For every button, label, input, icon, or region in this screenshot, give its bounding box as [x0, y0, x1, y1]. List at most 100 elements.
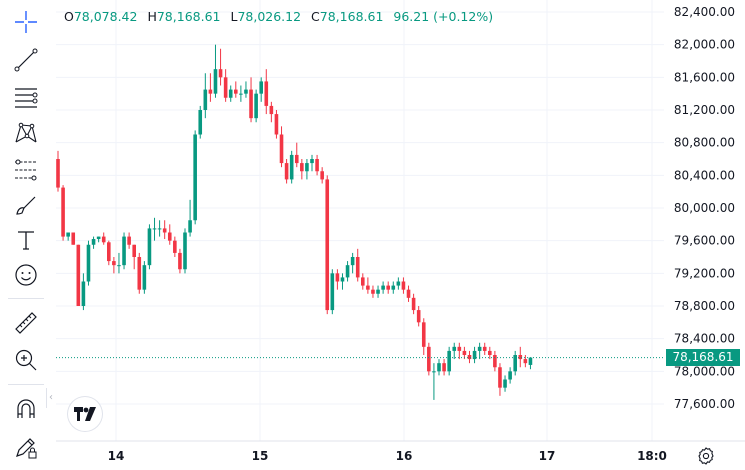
candle-body: [244, 89, 248, 94]
candle: [91, 236, 96, 249]
candle: [376, 285, 380, 298]
candle-body: [208, 89, 213, 94]
candle-body: [249, 89, 253, 119]
candle-body: [289, 154, 294, 180]
time-tick-label: 15: [252, 449, 269, 463]
emoji-tool[interactable]: [9, 260, 43, 290]
candle: [249, 77, 253, 123]
candle-body: [218, 69, 223, 78]
candle-body: [366, 285, 370, 290]
candle: [315, 154, 319, 176]
candle-body: [223, 77, 228, 98]
candle-body: [518, 355, 523, 360]
candle: [218, 48, 223, 86]
candle: [447, 346, 451, 376]
candle: [350, 252, 355, 274]
candle: [310, 154, 314, 172]
toolbar-separator: [8, 298, 44, 299]
candle-body: [477, 346, 482, 351]
candle: [274, 110, 279, 139]
lock-draw-tool[interactable]: [9, 432, 43, 462]
candle-body: [76, 244, 81, 306]
candle-body: [472, 350, 477, 360]
candle: [528, 357, 533, 370]
candle: [208, 73, 213, 102]
candle-body: [264, 81, 269, 106]
candle: [244, 81, 248, 98]
candle-body: [56, 159, 60, 188]
collapse-toolbar-chevron-icon[interactable]: ‹: [46, 388, 55, 408]
candle-body: [381, 285, 385, 290]
candle: [305, 159, 309, 180]
candle: [203, 73, 208, 119]
candle: [335, 269, 340, 290]
candle: [178, 248, 182, 274]
candle-body: [457, 346, 462, 351]
candle: [355, 248, 360, 282]
candle: [183, 228, 187, 274]
fib-tool[interactable]: [9, 155, 43, 185]
candle-body: [254, 93, 258, 119]
candle-body: [411, 297, 416, 311]
pattern-icon: [15, 122, 37, 143]
horizontal-lines-tool[interactable]: [9, 82, 43, 112]
candle-body: [437, 363, 441, 372]
candle: [239, 85, 243, 102]
candle: [371, 285, 375, 298]
candle: [66, 232, 70, 241]
candle: [498, 363, 502, 396]
magnet-tool[interactable]: [9, 394, 43, 424]
candle: [503, 375, 507, 392]
candle: [264, 69, 269, 115]
tradingview-logo[interactable]: [68, 397, 102, 431]
candle: [289, 150, 294, 184]
time-tick-label: 18:0: [637, 449, 667, 463]
candle-body: [81, 281, 86, 306]
candle: [457, 342, 462, 360]
candle-body: [122, 236, 126, 266]
candle-body: [234, 89, 238, 94]
candle-body: [183, 232, 187, 270]
time-tick-label: 17: [539, 449, 556, 463]
candle: [122, 232, 126, 270]
candle: [96, 236, 101, 243]
trend-line-tool[interactable]: [9, 45, 43, 75]
candle-body: [107, 242, 111, 262]
magnet-icon: [17, 399, 35, 418]
candle-body: [157, 228, 162, 230]
close-value: 78,168.61: [319, 9, 384, 24]
candle: [188, 199, 192, 237]
candle: [523, 355, 528, 368]
candle-body: [340, 277, 345, 282]
candle-body: [213, 69, 218, 94]
candle-body: [498, 367, 502, 388]
candle-body: [528, 357, 533, 365]
candle: [467, 350, 472, 364]
high-value: 78,168.61: [156, 9, 221, 24]
candle-body: [493, 355, 497, 368]
candle: [142, 261, 147, 294]
brush-tool[interactable]: [9, 190, 43, 220]
zoom-tool[interactable]: [9, 345, 43, 375]
candle: [427, 342, 431, 376]
candle-body: [167, 232, 172, 241]
candle: [56, 150, 60, 192]
candle-body: [335, 273, 340, 282]
text-tool[interactable]: [9, 225, 43, 255]
candle: [416, 306, 421, 327]
ruler-icon: [15, 312, 37, 334]
candle: [411, 293, 416, 315]
crosshair-tool[interactable]: [9, 7, 43, 37]
brush-icon: [16, 196, 36, 215]
candle-body: [147, 228, 152, 266]
ruler-tool[interactable]: [9, 308, 43, 338]
candle: [86, 240, 91, 286]
pattern-tool[interactable]: [9, 118, 43, 148]
candle-body: [279, 134, 284, 164]
candle-body: [152, 228, 157, 230]
candle: [279, 126, 284, 168]
settings-gear-icon[interactable]: [696, 446, 716, 466]
price-tick-label: 77,600.00: [674, 397, 735, 411]
price-tick-label: 78,000.00: [674, 364, 735, 378]
